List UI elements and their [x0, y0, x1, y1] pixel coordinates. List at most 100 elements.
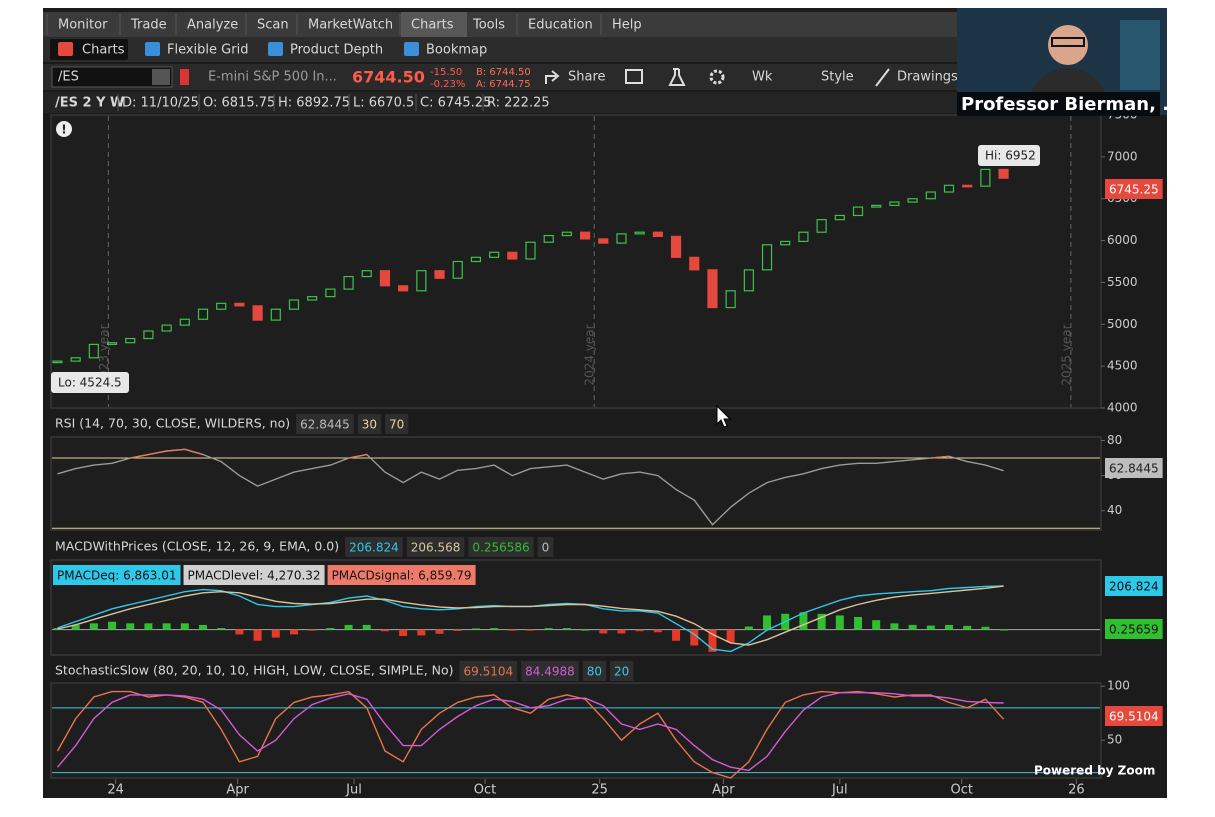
- submenu-item[interactable]: Product Depth: [290, 43, 383, 58]
- menu-item[interactable]: Analyze: [187, 18, 238, 33]
- menu-item[interactable]: Scan: [257, 18, 289, 33]
- histogram-bar: [854, 617, 863, 630]
- gear-icon[interactable]: [709, 69, 725, 85]
- share-icon: [545, 70, 560, 84]
- y-tick-label: 4000: [1107, 401, 1138, 415]
- header-value-box: [582, 661, 607, 681]
- rsi-highlight: [148, 450, 167, 456]
- mouse-cursor: [716, 404, 732, 428]
- histogram-bar: [926, 625, 935, 630]
- candle: [343, 275, 354, 290]
- histogram-bar: [835, 615, 844, 630]
- menu-item[interactable]: Tools: [472, 18, 505, 33]
- menu-item[interactable]: Help: [612, 18, 642, 33]
- symbol-input[interactable]: [51, 66, 173, 88]
- histogram-bar: [490, 628, 499, 630]
- candle: [361, 270, 372, 278]
- info-field: D: 11/10/25: [122, 96, 199, 111]
- histogram-bar: [890, 623, 899, 630]
- rsi-highlight: [166, 448, 185, 452]
- header-value-box: [345, 537, 403, 557]
- submenu-item[interactable]: Bookmap: [426, 43, 487, 58]
- histogram-bar: [872, 620, 881, 630]
- header-value-box: [459, 661, 518, 681]
- candle: [907, 198, 918, 203]
- histogram-bar: [453, 629, 462, 631]
- header-value-box: [357, 414, 382, 434]
- y-tick-label: 4500: [1107, 359, 1138, 373]
- x-tick-label: 24: [107, 783, 124, 798]
- indicator-line: [57, 448, 1004, 526]
- candle: [962, 184, 973, 188]
- candle: [216, 302, 227, 310]
- menu-item[interactable]: MarketWatch: [308, 18, 393, 33]
- header-value-box: [296, 414, 354, 434]
- bid: B: 6744.50: [476, 67, 531, 78]
- candle: [143, 330, 154, 340]
- histogram-bar: [199, 624, 208, 630]
- info-field: O: 6815.75: [203, 96, 275, 111]
- header-value: 206.568: [411, 541, 461, 555]
- symbol-dropdown[interactable]: [152, 69, 170, 85]
- info-field: H: 6892.75: [278, 96, 350, 111]
- histogram-bar: [180, 623, 189, 630]
- share-button[interactable]: Share: [568, 70, 606, 85]
- stoch-plot: [50, 682, 1102, 779]
- candle: [834, 214, 845, 221]
- histogram-bar: [326, 628, 335, 630]
- macd-tag-box: [1105, 576, 1163, 596]
- info-bar: [43, 92, 1167, 113]
- rsi-highlight: [184, 448, 204, 456]
- candle: [234, 302, 245, 307]
- menu-item[interactable]: Charts: [411, 18, 454, 33]
- candle: [507, 251, 518, 260]
- menu-item[interactable]: Education: [528, 18, 593, 33]
- x-tick-label: Oct: [950, 783, 972, 798]
- submenu-item[interactable]: Charts: [82, 43, 125, 58]
- candle: [88, 343, 99, 359]
- candle: [943, 184, 955, 193]
- hi-label-box: [978, 145, 1040, 166]
- x-tick-label: Oct: [474, 783, 496, 798]
- period-button[interactable]: Wk: [752, 70, 773, 85]
- candle: [125, 337, 136, 344]
- histogram-bar: [653, 629, 662, 633]
- submenu-item[interactable]: Flexible Grid: [167, 43, 248, 58]
- y-tick-label: 40: [1107, 503, 1122, 517]
- info-field: L: 6670.5: [353, 96, 414, 111]
- candle: [434, 270, 445, 279]
- flask-icon[interactable]: [668, 68, 686, 86]
- year-marker-label: 2025 year: [1059, 324, 1073, 385]
- candle: [325, 288, 336, 298]
- histogram-bar: [108, 621, 117, 630]
- video-name-strip: [957, 92, 1160, 116]
- style-button[interactable]: Style: [821, 70, 854, 85]
- menu-item[interactable]: Monitor: [58, 18, 108, 33]
- panel-header: MACDWithPrices (CLOSE, 12, 26, 9, EMA, 0…: [55, 539, 339, 554]
- histogram-bar: [726, 629, 735, 643]
- drawings-button[interactable]: Drawings: [897, 70, 958, 85]
- submenu-icon: [145, 42, 160, 56]
- histogram-bar: [417, 629, 426, 636]
- alert-icon[interactable]: [56, 121, 72, 137]
- lo-label-box: [51, 372, 129, 393]
- drawings-icon: [875, 68, 890, 87]
- y-tick-label: 100: [1107, 679, 1130, 693]
- description: E-mini S&P 500 In...: [208, 70, 337, 85]
- histogram-bar: [763, 615, 772, 630]
- histogram-bar: [144, 623, 153, 630]
- macd-label-box: [183, 565, 325, 585]
- lo-label: Lo: 4524.5: [58, 376, 122, 390]
- last-price: 6744.50: [352, 68, 425, 87]
- candle: [161, 324, 172, 332]
- histogram-bar: [71, 624, 80, 630]
- candle: [871, 204, 882, 208]
- y-tick-label: 5000: [1107, 317, 1138, 331]
- rsi-plot: [50, 436, 1102, 531]
- x-tick-label: 25: [591, 783, 608, 798]
- candle: [598, 238, 609, 244]
- menu-item[interactable]: Trade: [130, 18, 167, 33]
- menu-active: [401, 12, 467, 37]
- snapshot-icon[interactable]: [625, 69, 643, 84]
